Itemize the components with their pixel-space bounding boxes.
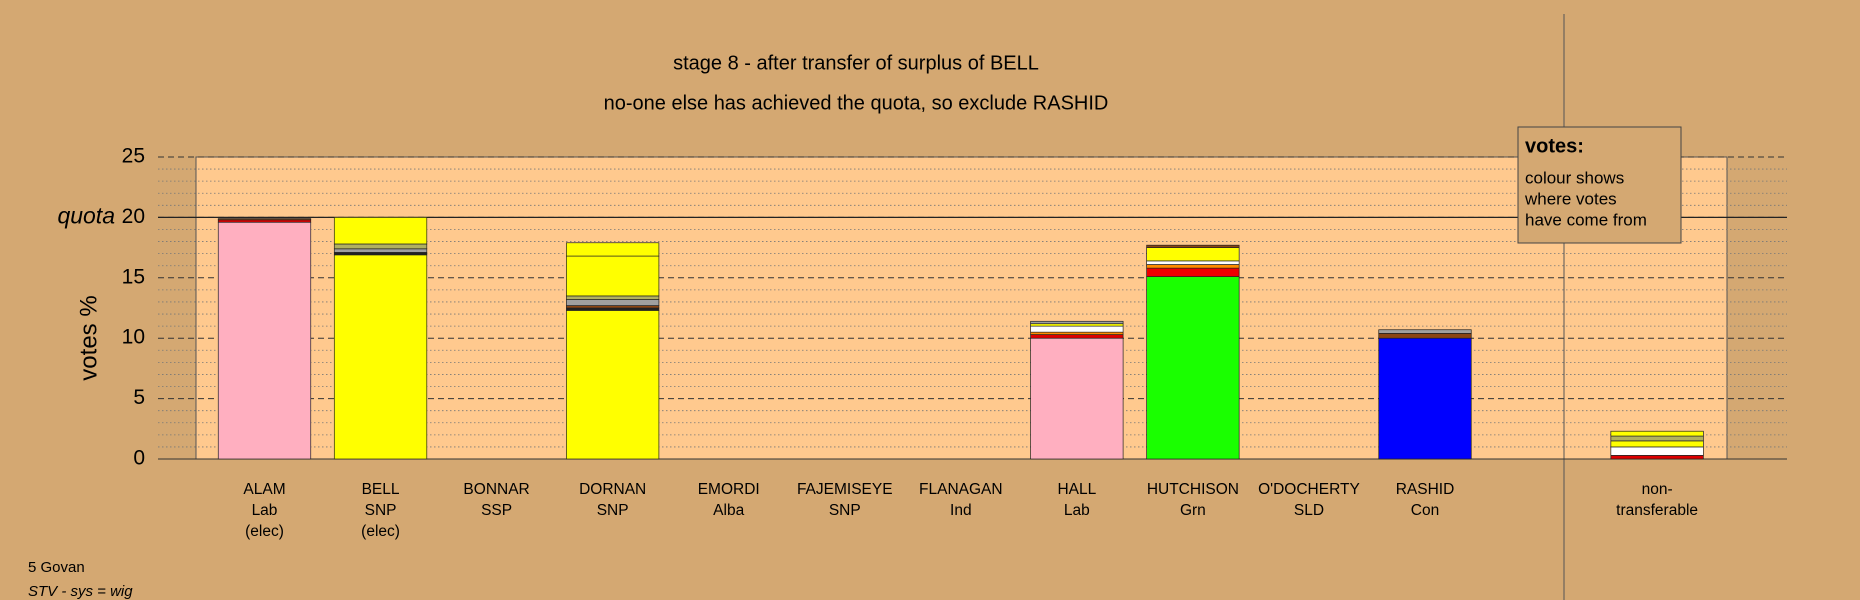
bar-segment (333, 254, 428, 460)
legend-title: votes: (1525, 135, 1584, 157)
x-tick-label: ALAM (243, 481, 285, 498)
x-tick-label: transferable (1616, 502, 1698, 519)
legend-text: have come from (1525, 210, 1647, 229)
bar-segment (1030, 323, 1124, 327)
bar-segment (1030, 325, 1124, 333)
x-tick-label: BELL (362, 481, 400, 498)
bar-segment (1030, 334, 1124, 339)
bar-segment (1146, 247, 1240, 262)
bar-segment (1030, 337, 1124, 460)
bar-segment (333, 243, 428, 250)
x-tick-label: SLD (1294, 502, 1324, 519)
y-tick-label: 25 (122, 145, 145, 168)
bar-segment (1146, 244, 1240, 248)
x-tick-label: Grn (1180, 502, 1206, 519)
plot-area (195, 156, 1728, 460)
x-tick-label: O'DOCHERTY (1258, 481, 1360, 498)
x-tick-label: non- (1642, 481, 1673, 498)
bar-segment (566, 307, 660, 311)
x-tick-label: RASHID (1396, 481, 1455, 498)
footer: STV - sys = wig (28, 583, 133, 600)
bar-segment (1610, 446, 1704, 456)
legend-text: colour shows (1525, 168, 1624, 187)
bar-segment (1610, 440, 1704, 448)
quota-label: quota (57, 202, 115, 228)
x-tick-label: SNP (829, 502, 861, 519)
x-tick-label: EMORDI (698, 481, 760, 498)
x-tick-label: Lab (252, 502, 278, 519)
bar-segment (1030, 331, 1124, 335)
bar-segment (333, 252, 428, 256)
y-tick-label: 0 (133, 447, 145, 470)
bar-segment (566, 305, 660, 309)
x-tick-label: SNP (597, 502, 629, 519)
y-tick-label: 10 (122, 326, 145, 349)
x-tick-label: SNP (365, 502, 397, 519)
bar-segment (1378, 329, 1472, 334)
chart-title: stage 8 - after transfer of surplus of B… (673, 52, 1039, 74)
bar-segment (1146, 264, 1240, 269)
bar-segment (1378, 337, 1472, 460)
bar-segment (1146, 276, 1240, 460)
bar-segment (566, 242, 660, 257)
bar-segment (566, 295, 660, 300)
legend-text: where votes (1524, 189, 1617, 208)
x-tick-label: SSP (481, 502, 512, 519)
y-tick-label: 5 (133, 386, 145, 409)
bar-segment (217, 218, 312, 221)
bar-segment (566, 255, 660, 297)
footer: 5 Govan (28, 559, 85, 576)
bar-segment (1146, 267, 1240, 277)
bar-segment (1610, 430, 1704, 437)
bar-segment (1610, 455, 1704, 460)
x-tick-label: HUTCHISON (1147, 481, 1239, 498)
y-tick-label: 15 (122, 265, 145, 288)
bar-segment (566, 299, 660, 306)
bar-segment (1610, 435, 1704, 442)
x-tick-label: Con (1411, 502, 1439, 519)
bar-segment (217, 219, 312, 223)
y-tick-label: 20 (122, 205, 145, 228)
x-tick-label: Alba (713, 502, 744, 519)
chart-subtitle: no-one else has achieved the quota, so e… (604, 92, 1109, 114)
bar-segment (333, 217, 428, 245)
bar-segment (1146, 260, 1240, 265)
x-tick-label: (elec) (245, 523, 284, 540)
bar-segment (333, 248, 428, 253)
x-tick-label: HALL (1057, 481, 1096, 498)
x-tick-label: DORNAN (579, 481, 646, 498)
bar-segment (566, 310, 660, 460)
bar-segment (1378, 333, 1472, 339)
bar-segment (1030, 320, 1124, 325)
bar-segment (217, 221, 312, 460)
x-tick-label: FLANAGAN (919, 481, 1003, 498)
y-axis-label: votes % (75, 295, 102, 380)
x-tick-label: (elec) (361, 523, 400, 540)
x-tick-label: Lab (1064, 502, 1090, 519)
x-tick-label: FAJEMISEYE (797, 481, 893, 498)
x-tick-label: Ind (950, 502, 972, 519)
x-tick-label: BONNAR (463, 481, 529, 498)
legend-box (1517, 126, 1682, 244)
